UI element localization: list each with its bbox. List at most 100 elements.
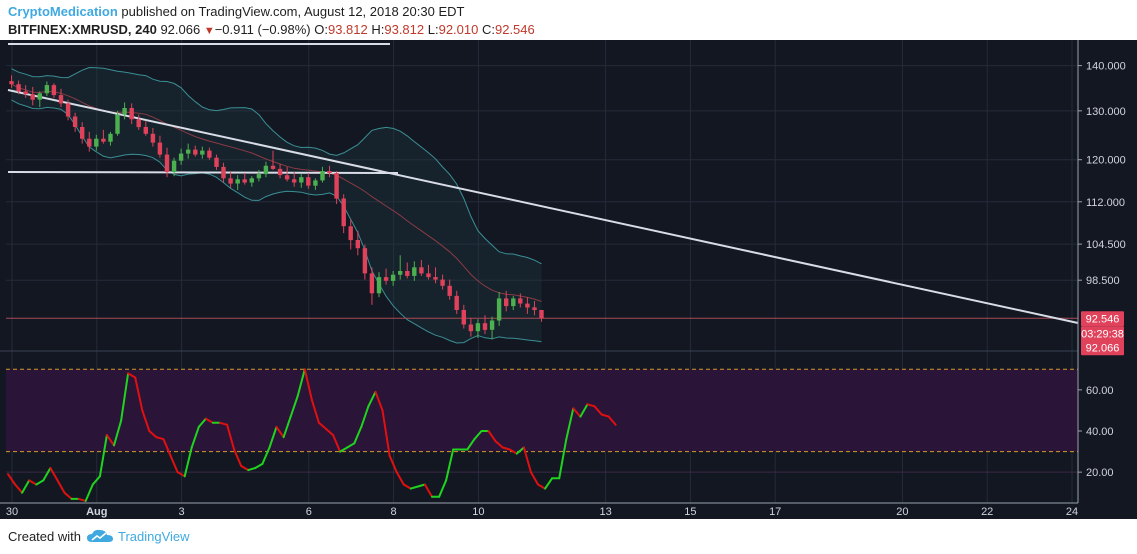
osc-segment-13 [91,475,101,486]
candle-body-3 [30,94,35,100]
candle-69 [496,292,502,326]
candle-body-55 [398,271,403,275]
candle-33 [242,173,247,185]
candle-body-70 [504,298,509,307]
candle-9 [72,112,78,132]
footer: Created with TradingView [0,519,1137,554]
candle-37 [270,150,276,170]
candle-body-21 [157,142,163,155]
candle-51 [369,267,375,305]
price-tick-label-3: 112.000 [1086,197,1125,209]
trendlines [7,43,1079,324]
osc-segment-12 [84,483,94,502]
candle-0 [9,75,14,88]
candle-body-49 [355,240,360,249]
candle-21 [157,135,163,158]
osc-segment-49 [346,442,356,449]
oscillator-band [6,369,1078,452]
candle-74 [532,301,537,316]
osc-segment-46 [325,427,335,437]
candle-57 [412,261,417,281]
candle-body-32 [235,179,240,184]
candle-body-58 [419,267,424,274]
osc-segment-23 [162,438,172,457]
candle-body-25 [186,149,191,154]
candle-body-15 [115,114,120,134]
candle-22 [164,147,170,178]
candle-2 [23,85,28,98]
osc-segment-27 [190,425,200,449]
osc-segment-51 [360,405,370,428]
candle-body-74 [532,307,537,310]
author-link[interactable]: CryptoMedication [8,4,118,19]
candle-body-4 [37,93,42,100]
last-price-label-text: 92.066 [1086,342,1120,354]
candle-body-2 [23,91,28,95]
time-tick-label-4: 8 [391,506,397,518]
candle-body-23 [171,160,177,172]
osc-segment-43 [303,368,313,402]
candle-27 [200,146,205,159]
symbol-label[interactable]: BITFINEX:XMRUSD, 240 [8,22,157,37]
candle-body-27 [200,150,205,155]
osc-segment-4 [28,479,38,486]
candle-body-62 [447,285,452,296]
time-tick-label-5: 10 [472,506,484,518]
countdown-label-bg [1081,326,1124,342]
oscillator-line [7,368,617,502]
price-change: −0.911 (−0.98%) [214,22,311,37]
candle-body-6 [51,85,57,96]
osc-segment-83 [586,403,596,408]
candle-body-8 [65,103,71,117]
candle-body-53 [383,277,389,281]
candle-body-48 [348,226,353,241]
chart-area[interactable]: 140.000 130.000 120.000 112.000 104.500 98.50… [0,40,1137,519]
osc-segment-25 [176,471,186,478]
candle-body-19 [143,127,148,134]
close-price-label-bg [1081,311,1124,327]
osc-segment-15 [105,434,115,447]
candle-body-26 [193,149,198,155]
osc-segment-66 [466,438,476,451]
last-price-label-bg [1081,340,1124,356]
osc-segment-32 [226,423,236,451]
chart-svg[interactable]: 140.000 130.000 120.000 112.000 104.500 98.50… [0,40,1137,519]
candle-55 [398,255,403,280]
last-price-label: 92.066 [1081,340,1124,356]
time-tick-label-3: 6 [306,506,312,518]
osc-segment-82 [579,403,589,418]
osc-segment-34 [240,465,250,472]
osc-segment-21 [148,430,158,439]
osc-segment-85 [600,413,610,418]
candle-49 [355,230,360,256]
time-tick-label-7: 15 [684,506,696,518]
osc-segment-8 [56,479,66,494]
candle-62 [447,279,452,300]
osc-tick-label-1: 40.00 [1086,426,1114,438]
chart-header: CryptoMedication published on TradingVie… [0,0,1137,40]
candle-66 [475,319,481,339]
time-tick-label-8: 17 [769,506,781,518]
candle-72 [518,293,523,308]
candle-body-66 [475,323,481,332]
candle-body-73 [525,303,530,308]
price-tick-label-5: 98.500 [1086,275,1120,287]
candle-28 [207,147,212,160]
low-label: L: [427,22,439,37]
osc-segment-28 [197,417,207,428]
osc-segment-53 [374,390,384,412]
osc-segment-76 [537,483,547,490]
osc-segment-81 [572,407,582,418]
osc-segment-5 [35,479,45,486]
osc-segment-67 [473,430,483,441]
osc-segment-79 [558,438,568,480]
tradingview-brand[interactable]: TradingView [118,529,190,544]
osc-segment-73 [515,446,525,455]
candle-body-29 [214,157,219,167]
time-tick-label-6: 13 [599,506,611,518]
osc-segment-47 [332,434,342,453]
candle-8 [65,99,71,121]
candle-61 [440,274,445,290]
osc-segment-56 [395,471,405,486]
candle-75 [539,309,544,322]
